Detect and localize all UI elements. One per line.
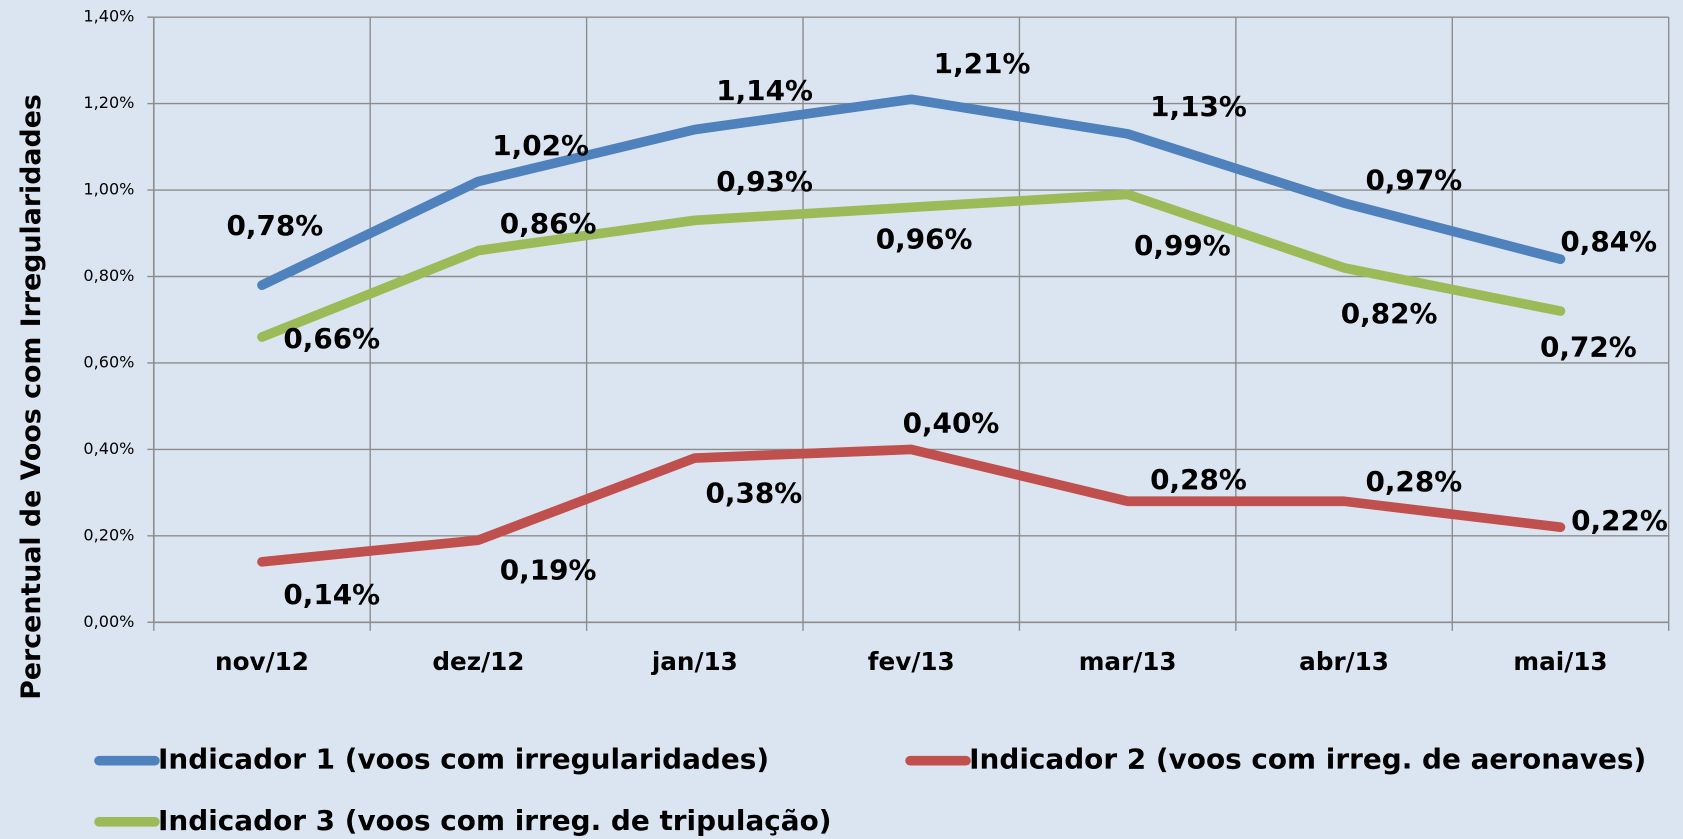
value-label: 0,66% (283, 322, 380, 355)
legend-label: Indicador 1 (voos com irregularidades) (158, 743, 769, 776)
value-label: 0,78% (227, 209, 324, 242)
y-tick-label: 0,20% (83, 525, 134, 544)
value-label: 0,86% (500, 207, 597, 240)
y-tick-label: 0,60% (83, 352, 134, 371)
value-label: 0,22% (1571, 504, 1668, 537)
value-label: 1,14% (716, 74, 813, 107)
value-label: 0,38% (705, 477, 802, 510)
y-tick-label: 1,20% (83, 93, 134, 112)
x-tick-label: abr/13 (1299, 647, 1389, 676)
x-tick-label: dez/12 (432, 647, 524, 676)
y-axis-title: Percentual de Voos com Irregularidades (16, 94, 47, 700)
y-tick-label: 0,40% (83, 439, 134, 458)
x-tick-label: jan/13 (651, 647, 738, 676)
value-label: 1,21% (934, 47, 1031, 80)
value-label: 0,28% (1150, 463, 1247, 496)
x-tick-label: fev/13 (868, 647, 955, 676)
value-label: 1,02% (492, 129, 589, 162)
series-line (257, 94, 1566, 290)
value-label: 0,93% (716, 165, 813, 198)
value-label: 1,13% (1150, 90, 1247, 123)
x-tick-label: mai/13 (1513, 647, 1607, 676)
legend-label: Indicador 2 (voos com irreg. de aeronave… (969, 743, 1646, 776)
value-label: 0,96% (876, 223, 973, 256)
value-label: 0,28% (1365, 465, 1462, 498)
x-tick-label: nov/12 (215, 647, 309, 676)
value-label: 0,72% (1540, 331, 1637, 364)
series-line (257, 189, 1566, 342)
value-label: 0,14% (283, 578, 380, 611)
value-label: 0,97% (1365, 164, 1462, 197)
y-tick-label: 1,40% (83, 7, 134, 26)
y-tick-label: 0,00% (83, 612, 134, 631)
y-tick-label: 1,00% (83, 180, 134, 199)
y-tick-label: 0,80% (83, 266, 134, 285)
value-label: 0,40% (903, 407, 1000, 440)
legend-label: Indicador 3 (voos com irreg. de tripulaç… (158, 804, 831, 837)
value-label: 0,19% (500, 553, 597, 586)
value-label: 0,99% (1134, 229, 1231, 262)
value-label: 0,82% (1341, 297, 1438, 330)
value-label: 0,84% (1560, 225, 1657, 258)
x-tick-label: mar/13 (1079, 647, 1177, 676)
series-line (257, 444, 1566, 567)
